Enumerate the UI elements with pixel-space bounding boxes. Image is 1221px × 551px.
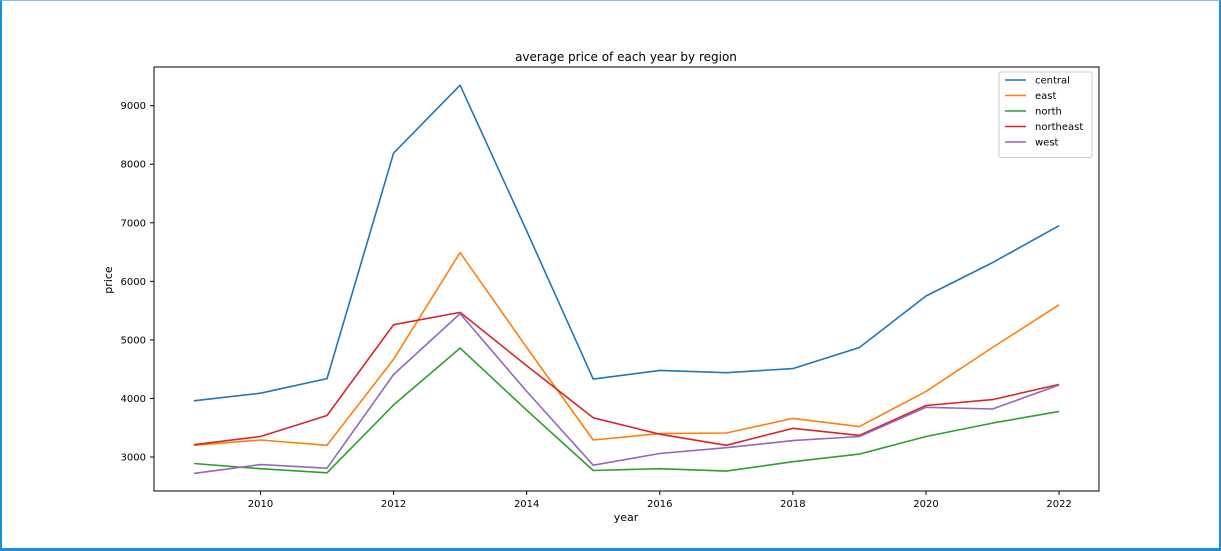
x-tick-label: 2016 (647, 499, 672, 510)
y-tick-label: 8000 (121, 160, 146, 171)
y-tick-label: 9000 (121, 101, 146, 112)
x-axis-label: year (614, 511, 639, 524)
y-tick-label: 3000 (121, 453, 146, 464)
x-tick-label: 2022 (1046, 499, 1071, 510)
legend-label-central: central (1035, 76, 1070, 87)
y-tick-label: 6000 (121, 277, 146, 288)
plot-area: 2010 2012 2014 2016 2018 2020 2022 3000 4000 5000… (121, 66, 1100, 510)
legend-label-west: west (1035, 138, 1059, 149)
plot-frame (153, 66, 1100, 492)
y-tick-label: 5000 (121, 335, 146, 346)
legend-label-northeast: northeast (1035, 122, 1083, 133)
y-tick-label: 4000 (121, 394, 146, 405)
series-line-west (193, 312, 1060, 475)
legend-label-north: north (1035, 107, 1062, 118)
x-tick-label: 2014 (514, 499, 539, 510)
chart-title: average price of each year by region (515, 50, 737, 64)
y-axis-label: price (102, 266, 115, 294)
series-line-central (193, 84, 1060, 402)
series-line-north (193, 347, 1060, 474)
x-tick-label: 2010 (248, 499, 273, 510)
series-line-northeast (193, 311, 1060, 447)
x-tick-label: 2020 (913, 499, 938, 510)
legend-box (998, 71, 1093, 158)
x-tick-label: 2012 (381, 499, 406, 510)
y-tick-label: 7000 (121, 218, 146, 229)
legend-label-east: east (1035, 91, 1056, 102)
series-line-east (193, 251, 1060, 447)
x-tick-label: 2018 (780, 499, 805, 510)
